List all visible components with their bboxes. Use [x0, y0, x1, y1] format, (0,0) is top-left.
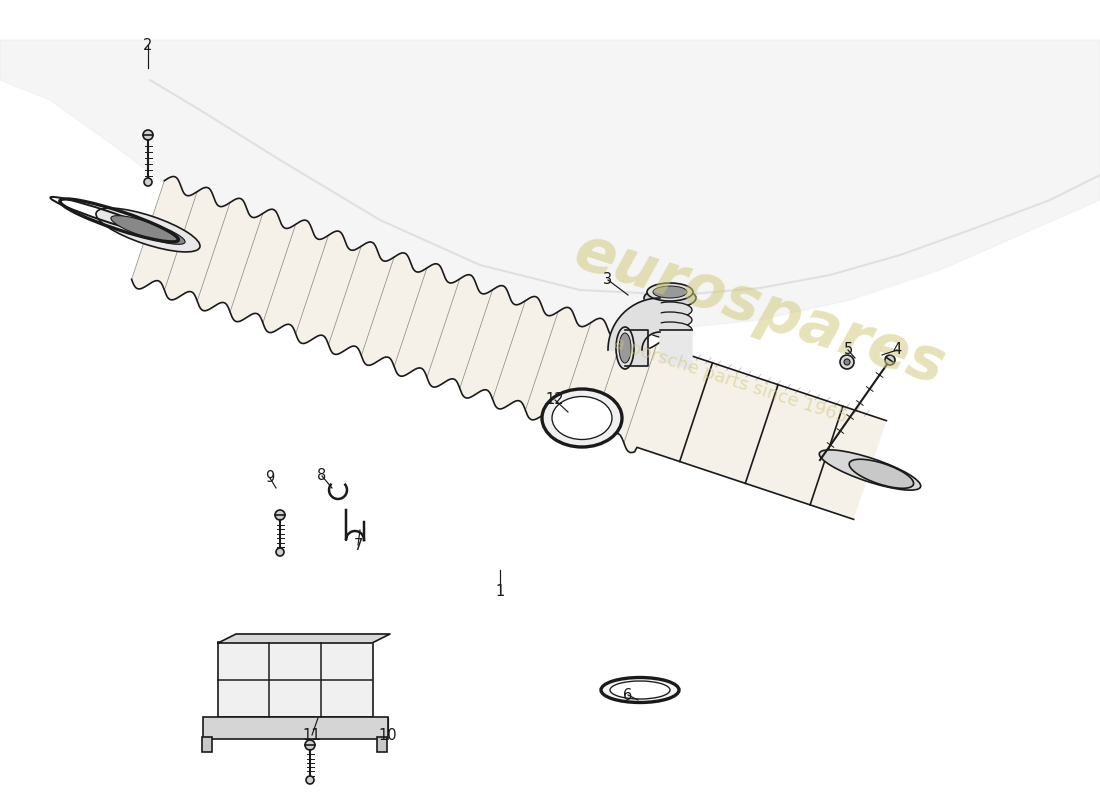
Text: 8: 8: [318, 469, 327, 483]
Text: 9: 9: [265, 470, 275, 486]
Text: 7: 7: [353, 538, 363, 553]
Polygon shape: [132, 177, 887, 519]
Circle shape: [144, 178, 152, 186]
Circle shape: [844, 359, 850, 365]
Ellipse shape: [820, 450, 921, 490]
Text: 6: 6: [624, 687, 632, 702]
Text: 12: 12: [546, 393, 564, 407]
Text: 1: 1: [495, 585, 505, 599]
Polygon shape: [218, 634, 390, 643]
Text: 4: 4: [892, 342, 902, 358]
Ellipse shape: [644, 288, 696, 308]
Ellipse shape: [648, 302, 692, 318]
Circle shape: [306, 776, 313, 784]
Circle shape: [886, 355, 895, 365]
Text: eurospares: eurospares: [568, 222, 953, 398]
Circle shape: [840, 355, 854, 369]
Bar: [218, 642, 373, 717]
Ellipse shape: [96, 208, 200, 252]
Ellipse shape: [552, 397, 612, 439]
Text: 11: 11: [302, 727, 321, 742]
Polygon shape: [625, 330, 648, 366]
Ellipse shape: [849, 459, 914, 488]
Ellipse shape: [647, 283, 693, 301]
Bar: [377, 737, 387, 752]
Ellipse shape: [610, 681, 670, 699]
Text: 5: 5: [844, 342, 852, 358]
Circle shape: [275, 510, 285, 520]
Polygon shape: [660, 330, 692, 370]
Bar: [204, 717, 388, 739]
Text: 10: 10: [378, 727, 397, 742]
Text: 2: 2: [143, 38, 153, 53]
Ellipse shape: [616, 327, 634, 369]
Text: a porsche parts since 1965: a porsche parts since 1965: [610, 334, 849, 426]
Ellipse shape: [542, 389, 621, 447]
Ellipse shape: [601, 678, 679, 702]
Ellipse shape: [648, 312, 692, 328]
Text: 3: 3: [604, 273, 613, 287]
Circle shape: [305, 740, 315, 750]
Ellipse shape: [653, 286, 688, 298]
Ellipse shape: [111, 216, 185, 244]
Polygon shape: [0, 40, 1100, 330]
Bar: [202, 737, 212, 752]
Polygon shape: [608, 298, 660, 350]
Circle shape: [143, 130, 153, 140]
Circle shape: [276, 548, 284, 556]
Ellipse shape: [619, 333, 631, 363]
Ellipse shape: [648, 322, 692, 338]
